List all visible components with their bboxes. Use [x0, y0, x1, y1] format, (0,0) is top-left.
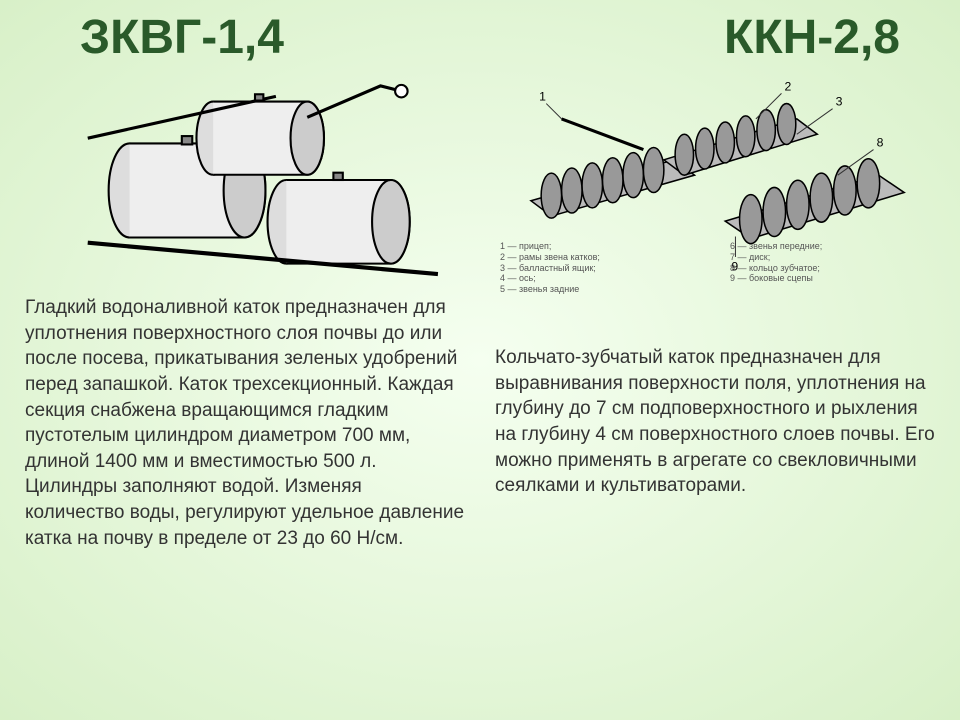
title-left: ЗКВГ-1,4 [80, 10, 284, 65]
parts-legend: 1 — прицеп; 2 — рамы звена катков; 3 — б… [500, 241, 930, 295]
right-column: 1 2 3 8 9 1 — прицеп; 2 — рамы звена кат… [490, 65, 940, 551]
callout-2: 2 [785, 79, 792, 93]
left-column: Гладкий водоналивной каток предназначен … [20, 65, 470, 551]
title-right: ККН-2,8 [724, 10, 900, 65]
callout-1: 1 [539, 89, 546, 103]
right-diagram: 1 2 3 8 9 1 — прицеп; 2 — рамы звена кат… [490, 65, 940, 295]
content-row: Гладкий водоналивной каток предназначен … [0, 65, 960, 551]
callout-8: 8 [877, 135, 884, 149]
left-diagram [20, 65, 470, 295]
legend-col-right: 6 — звенья передние; 7 — диск; 8 — кольц… [730, 241, 930, 295]
right-description: Кольчато-зубчатый каток предназначен для… [490, 295, 940, 499]
header-row: ЗКВГ-1,4 ККН-2,8 [0, 0, 960, 65]
callout-3: 3 [836, 94, 843, 108]
left-description: Гладкий водоналивной каток предназначен … [20, 295, 470, 551]
smooth-roller-icon [25, 65, 464, 295]
legend-col-left: 1 — прицеп; 2 — рамы звена катков; 3 — б… [500, 241, 700, 295]
